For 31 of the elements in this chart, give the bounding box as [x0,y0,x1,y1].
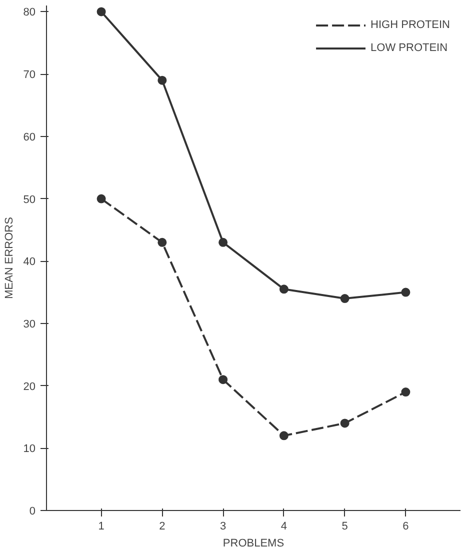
y-tick-label: 70 [23,69,36,82]
point [340,294,350,304]
y-tick-label: 20 [23,380,36,393]
y-tick-label: 80 [23,6,36,19]
y-tick-label: 40 [23,256,36,268]
y-tick-label: 50 [23,194,36,206]
x-tick-label: 2 [159,520,166,532]
x-tick-label: 1 [98,520,104,532]
y-tick-label: 0 [29,506,36,518]
point [401,288,410,297]
legend-label: LOW PROTEIN [370,42,448,54]
legend-label: HIGH PROTEIN [370,19,450,31]
y-tick-label: 10 [23,443,36,456]
x-tick-label: 3 [220,520,226,532]
point [218,238,228,247]
point [158,238,167,247]
x-tick-label: 6 [402,520,409,532]
point [96,194,106,204]
y-tick-label: 30 [23,318,36,330]
x-tick-label: 4 [280,520,288,532]
y-axis-title: MEAN ERRORS [3,217,16,299]
point [279,284,288,294]
x-axis-title: PROBLEMS [222,538,284,550]
point [340,418,350,428]
point [401,388,410,397]
x-tick-label: 5 [342,520,348,532]
point [158,76,167,85]
point [279,431,288,440]
point [96,7,106,16]
point [218,375,228,384]
y-tick-label: 60 [23,131,36,144]
